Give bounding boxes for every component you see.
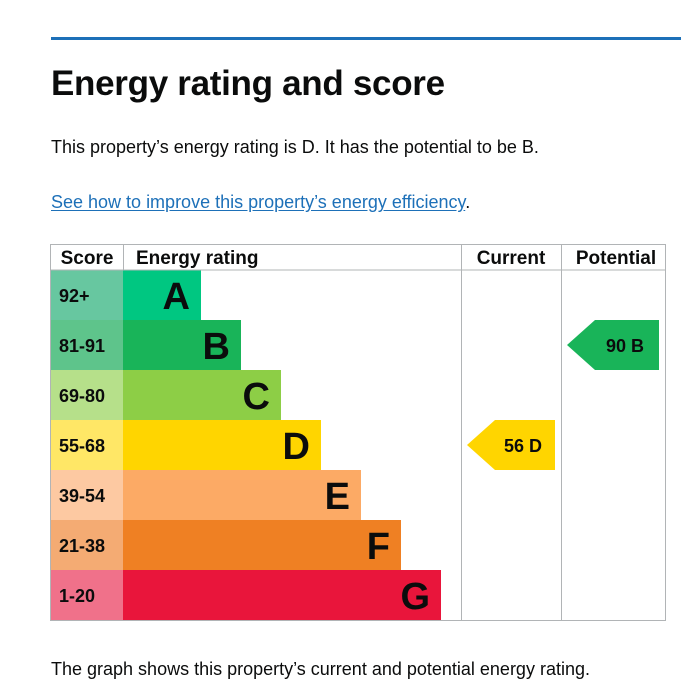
column-header-current: Current	[477, 248, 546, 269]
score-range-a: 92+	[59, 286, 90, 306]
score-range-c: 69-80	[59, 386, 105, 406]
score-range-d: 55-68	[59, 436, 105, 456]
potential-arrow	[567, 320, 659, 370]
top-accent-line	[51, 37, 681, 40]
current-rating-label: 56 D	[504, 436, 542, 456]
link-suffix: .	[465, 192, 471, 212]
page-title: Energy rating and score	[51, 64, 445, 103]
score-cell-c	[50, 370, 124, 420]
rating-summary: This property’s energy rating is D. It h…	[51, 137, 539, 157]
improve-link-paragraph: See how to improve this property’s energ…	[51, 192, 470, 213]
current-arrow	[467, 420, 555, 470]
rating-bar-b	[123, 320, 241, 370]
rating-bar-f	[123, 520, 401, 570]
score-range-g: 1-20	[59, 586, 95, 606]
column-header-energy-rating: Energy rating	[136, 248, 258, 269]
score-cell-f	[50, 520, 124, 570]
rating-bar-a	[123, 270, 201, 320]
score-cell-g	[50, 570, 124, 620]
rating-bar-c	[123, 370, 281, 420]
score-cell-d	[50, 420, 124, 470]
column-header-score: Score	[61, 248, 114, 269]
rating-letter-f: F	[367, 526, 390, 568]
chart-caption: The graph shows this property’s current …	[51, 659, 590, 679]
rating-letter-c: C	[243, 376, 270, 418]
rating-letter-d: D	[283, 426, 310, 468]
score-cell-e	[50, 470, 124, 520]
score-cell-b	[50, 320, 124, 370]
rating-letter-g: G	[400, 576, 430, 618]
chart-border	[50, 244, 666, 621]
column-header-potential: Potential	[576, 248, 656, 269]
rating-bar-d	[123, 420, 321, 470]
rating-letter-e: E	[325, 476, 350, 518]
potential-rating-label: 90 B	[606, 336, 644, 356]
score-range-b: 81-91	[59, 336, 105, 356]
improve-efficiency-link[interactable]: See how to improve this property’s energ…	[51, 192, 466, 212]
score-range-e: 39-54	[59, 486, 105, 506]
rating-bar-g	[123, 570, 441, 620]
score-cell-a	[50, 270, 124, 320]
energy-rating-chart: Score Energy rating Current Potential 92+ A 81…	[50, 244, 666, 621]
rating-letter-b: B	[203, 326, 230, 368]
rating-bar-e	[123, 470, 361, 520]
rating-letter-a: A	[163, 276, 190, 318]
score-range-f: 21-38	[59, 536, 105, 556]
